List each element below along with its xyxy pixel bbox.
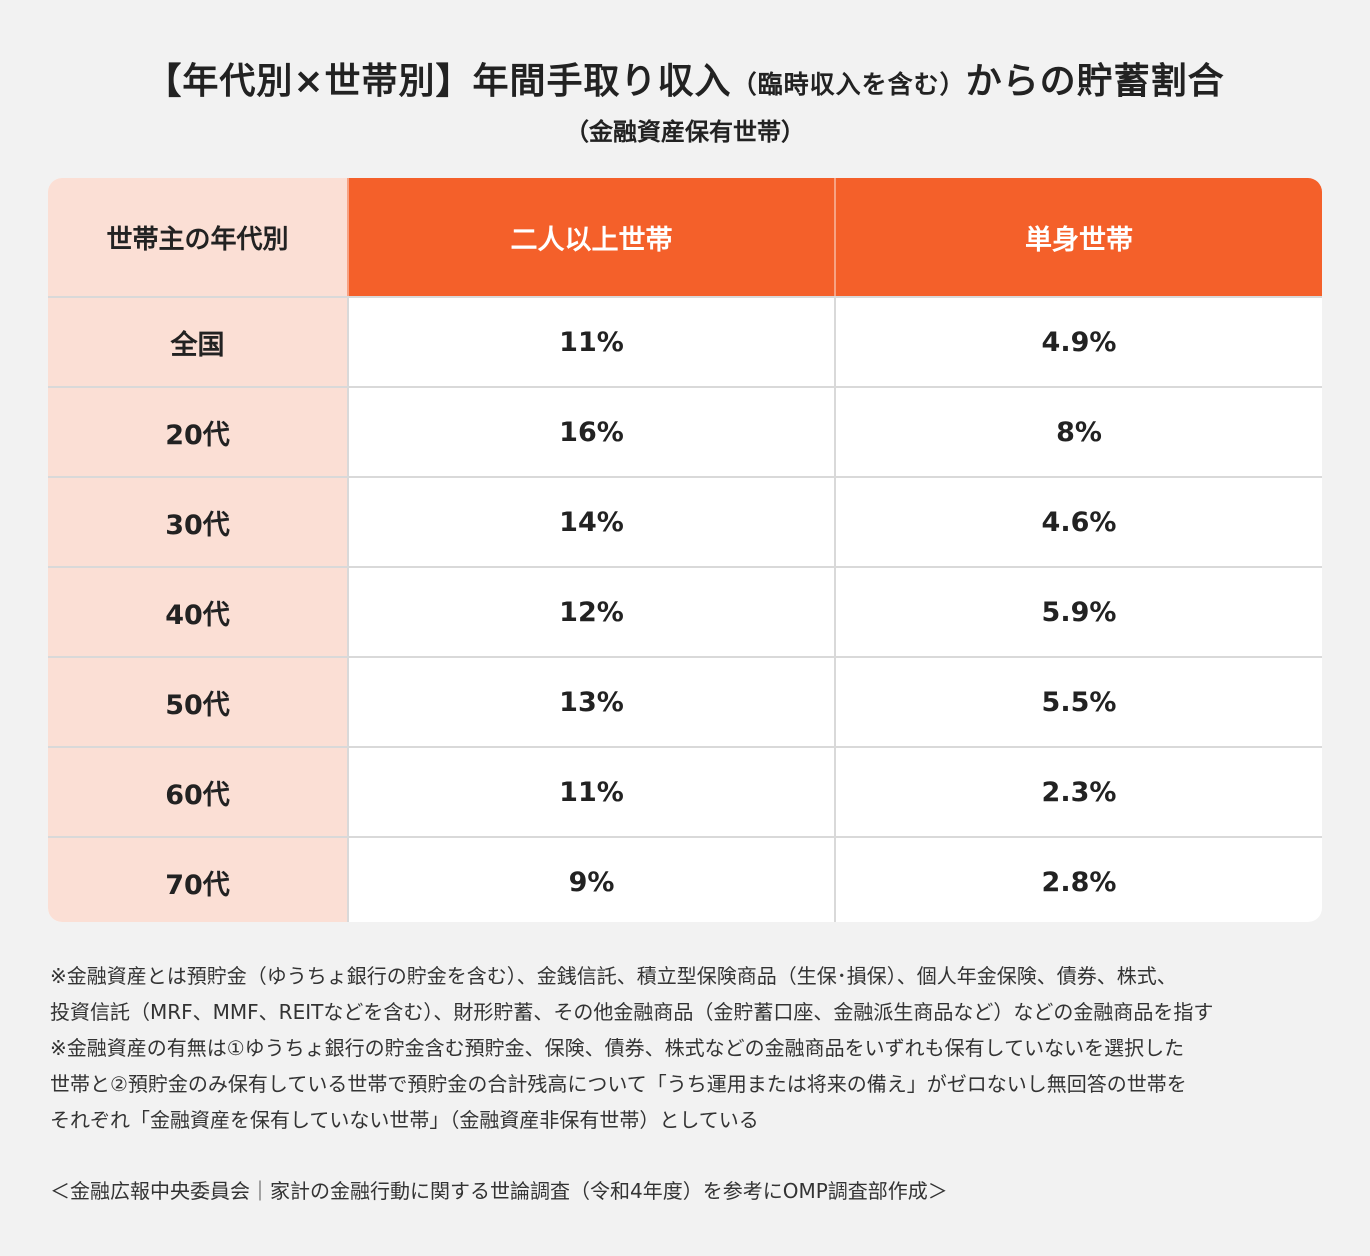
header-single: 単身世帯 [834, 178, 1322, 296]
savings-rate-table: 世帯主の年代別 二人以上世帯 単身世帯 全国 11% 4.9% 20代 16% 8% 30代… [48, 178, 1322, 922]
title-end: からの貯蓄割合 [965, 61, 1225, 102]
table-row: 40代 12% 5.9% [48, 566, 1322, 656]
age-label: 70代 [48, 838, 347, 922]
age-label: 30代 [48, 478, 347, 566]
footnotes: ※金融資産とは預貯金（ゆうちょ銀行の貯金を含む）、金銭信託、積立型保険商品（生保… [50, 958, 1213, 1138]
title-parenthetical: （臨時収入を含む） [731, 70, 966, 99]
age-label: 20代 [48, 388, 347, 476]
multi-person-value: 11% [347, 748, 834, 836]
header-multi-person: 二人以上世帯 [347, 178, 834, 296]
multi-person-value: 9% [347, 838, 834, 922]
single-value: 4.9% [834, 298, 1322, 386]
multi-person-value: 16% [347, 388, 834, 476]
table-row: 60代 11% 2.3% [48, 746, 1322, 836]
single-value: 2.8% [834, 838, 1322, 922]
footnote-line: ※金融資産の有無は①ゆうちょ銀行の貯金含む預貯金、保険、債券、株式などの金融商品… [50, 1036, 1185, 1060]
page-title: 【年代別×世帯別】年間手取り収入（臨時収入を含む）からの貯蓄割合 [0, 52, 1370, 104]
age-label: 全国 [48, 298, 347, 386]
multi-person-value: 14% [347, 478, 834, 566]
title-main: 【年代別×世帯別】年間手取り収入 [145, 61, 732, 102]
age-label: 50代 [48, 658, 347, 746]
footnote-line: それぞれ「金融資産を保有していない世帯」（金融資産非保有世帯）としている [50, 1108, 759, 1132]
single-value: 8% [834, 388, 1322, 476]
table-row: 全国 11% 4.9% [48, 296, 1322, 386]
multi-person-value: 12% [347, 568, 834, 656]
table-header-row: 世帯主の年代別 二人以上世帯 単身世帯 [48, 178, 1322, 296]
table-row: 70代 9% 2.8% [48, 836, 1322, 922]
multi-person-value: 13% [347, 658, 834, 746]
multi-person-value: 11% [347, 298, 834, 386]
single-value: 2.3% [834, 748, 1322, 836]
footnote-line: 世帯と②預貯金のみ保有している世帯で預貯金の合計残高について「うち運用または将来… [50, 1072, 1187, 1096]
single-value: 4.6% [834, 478, 1322, 566]
table-row: 50代 13% 5.5% [48, 656, 1322, 746]
age-label: 40代 [48, 568, 347, 656]
page-subtitle: （金融資産保有世帯） [565, 118, 805, 146]
table-row: 20代 16% 8% [48, 386, 1322, 476]
single-value: 5.9% [834, 568, 1322, 656]
age-label: 60代 [48, 748, 347, 836]
single-value: 5.5% [834, 658, 1322, 746]
source-credit: ＜金融広報中央委員会｜家計の金融行動に関する世論調査（令和4年度）を参考にOMP… [50, 1179, 948, 1203]
table-row: 30代 14% 4.6% [48, 476, 1322, 566]
footnote-line: 投資信託（MRF、MMF、REITなどを含む）、財形貯蓄、その他金融商品（金貯蓄… [50, 1000, 1214, 1024]
header-age-group: 世帯主の年代別 [48, 178, 347, 296]
footnote-line: ※金融資産とは預貯金（ゆうちょ銀行の貯金を含む）、金銭信託、積立型保険商品（生保… [50, 964, 1177, 988]
